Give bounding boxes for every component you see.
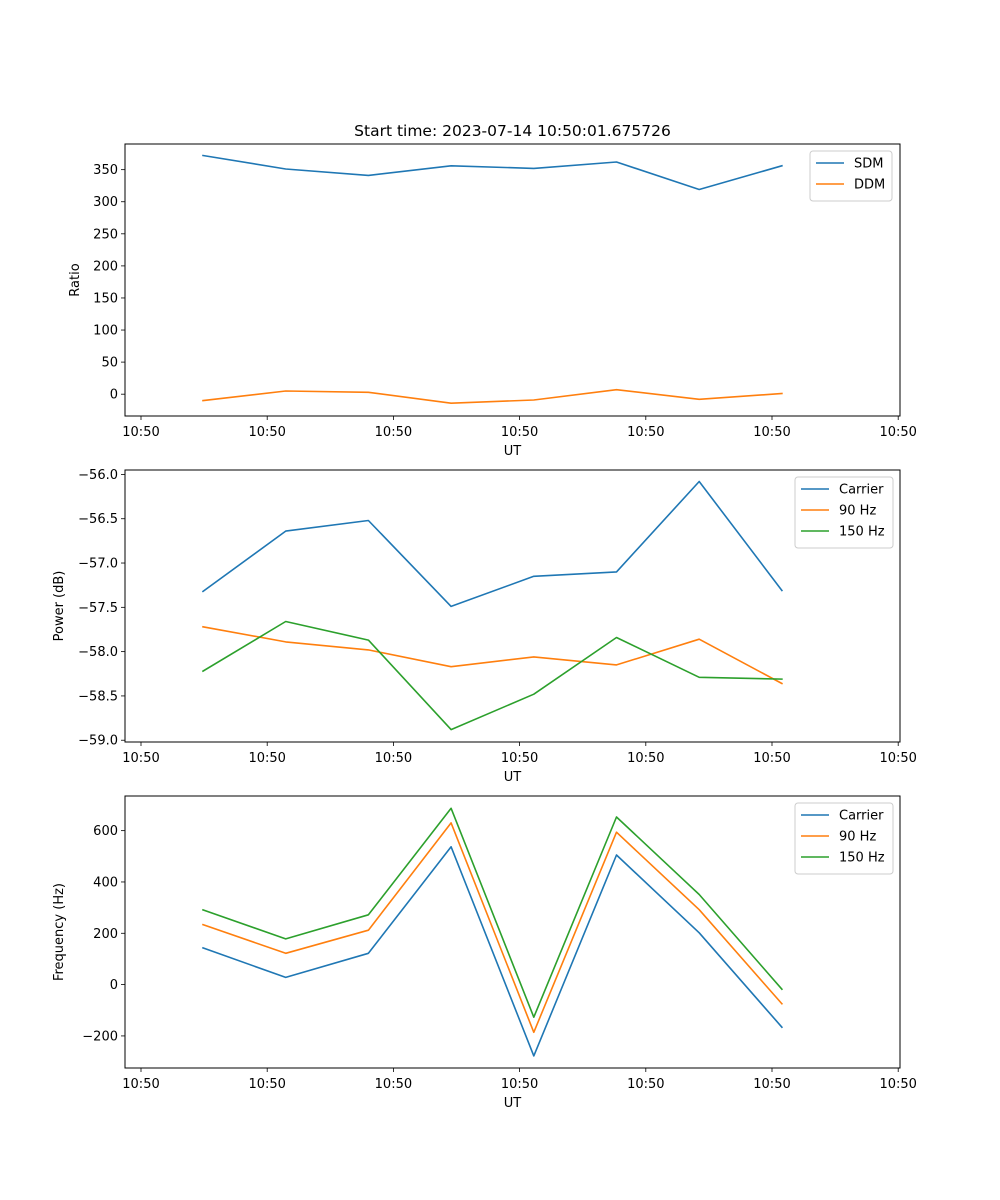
x-tick-label: 10:50: [248, 751, 285, 766]
x-tick-label: 10:50: [122, 1077, 159, 1092]
y-tick-label: 600: [93, 824, 118, 839]
y-tick-label: −200: [82, 1029, 118, 1044]
x-tick-label: 10:50: [375, 1077, 412, 1092]
series-line-ddm: [202, 388, 783, 405]
legend: Carrier 90 Hz 150 Hz: [794, 802, 894, 875]
y-tick-label: −58.5: [78, 689, 118, 704]
y-tick-label: 0: [110, 388, 118, 403]
y-tick-label: 200: [93, 259, 118, 274]
y-tick-label: 300: [93, 195, 118, 210]
x-axis-label: UT: [504, 1096, 522, 1111]
y-axis-label: Power (dB): [52, 571, 67, 642]
y-tick-label: −57.5: [78, 601, 118, 616]
series-line-150-hz: [201, 807, 784, 1019]
series-line-90-hz: [202, 625, 783, 685]
x-tick-label: 10:50: [122, 751, 159, 766]
legend-label: 150 Hz: [839, 851, 885, 866]
legend: SDM DDM: [809, 150, 893, 202]
legend: Carrier 90 Hz 150 Hz: [794, 476, 894, 549]
y-tick-label: 150: [93, 291, 118, 306]
y-tick-label: 350: [93, 163, 118, 178]
y-tick-label: 0: [110, 978, 118, 993]
y-tick-label: −57.0: [78, 557, 118, 572]
x-tick-label: 10:50: [753, 1077, 790, 1092]
x-tick-label: 10:50: [753, 751, 790, 766]
y-axis-label: Ratio: [68, 263, 83, 296]
series-line-90-hz: [201, 822, 784, 1034]
chart-panel-3: −200 0 200 400 600 10:50 10:50 10:50 10:50 10:50 1…: [52, 795, 917, 1111]
y-tick-label: −59.0: [78, 734, 118, 749]
x-tick-label: 10:50: [879, 751, 916, 766]
series-line-carrier: [201, 845, 784, 1057]
plot-area-frame: [124, 469, 901, 743]
x-tick-label: 10:50: [122, 425, 159, 440]
series-line-150-hz: [201, 620, 783, 731]
x-tick-label: 10:50: [627, 425, 664, 440]
legend-label: Carrier: [839, 809, 884, 824]
x-tick-label: 10:50: [501, 1077, 538, 1092]
x-tick-label: 10:50: [879, 425, 916, 440]
x-tick-label: 10:50: [501, 751, 538, 766]
x-tick-label: 10:50: [248, 425, 285, 440]
x-tick-label: 10:50: [375, 425, 412, 440]
chart-panel-2: −59.0 −58.5 −58.0 −57.5 −57.0 −56.5 −56.0 10:50…: [52, 468, 917, 785]
plot-area-frame: [124, 143, 901, 417]
x-tick-label: 10:50: [627, 751, 664, 766]
series-line-sdm: [202, 154, 783, 191]
x-tick-label: 10:50: [879, 1077, 916, 1092]
y-axis-label: Frequency (Hz): [52, 883, 67, 981]
figure-title: Start time: 2023-07-14 10:50:01.675726: [354, 122, 671, 140]
y-tick-label: −56.5: [78, 512, 118, 527]
chart-panel-1: 0 50 100 150 200 250 300 350 10:50 10:50 10:50 10:5…: [68, 143, 917, 459]
x-tick-label: 10:50: [248, 1077, 285, 1092]
legend-label: Carrier: [839, 483, 884, 498]
x-axis-label: UT: [504, 770, 522, 785]
x-axis-label: UT: [504, 444, 522, 459]
legend-label: 150 Hz: [839, 525, 885, 540]
y-tick-label: −56.0: [78, 468, 118, 483]
series-line-carrier: [201, 480, 784, 608]
legend-label: 90 Hz: [839, 830, 876, 845]
y-tick-label: 100: [93, 324, 118, 339]
y-tick-label: 200: [93, 927, 118, 942]
y-tick-label: 400: [93, 875, 118, 890]
legend-label: DDM: [854, 178, 885, 193]
legend-label: SDM: [854, 157, 883, 172]
y-tick-label: 50: [101, 356, 118, 371]
x-tick-label: 10:50: [501, 425, 538, 440]
y-tick-label: 250: [93, 227, 118, 242]
x-tick-label: 10:50: [753, 425, 790, 440]
x-tick-label: 10:50: [627, 1077, 664, 1092]
plot-area-frame: [124, 795, 901, 1069]
x-tick-label: 10:50: [375, 751, 412, 766]
legend-label: 90 Hz: [839, 504, 876, 519]
y-tick-label: −58.0: [78, 645, 118, 660]
